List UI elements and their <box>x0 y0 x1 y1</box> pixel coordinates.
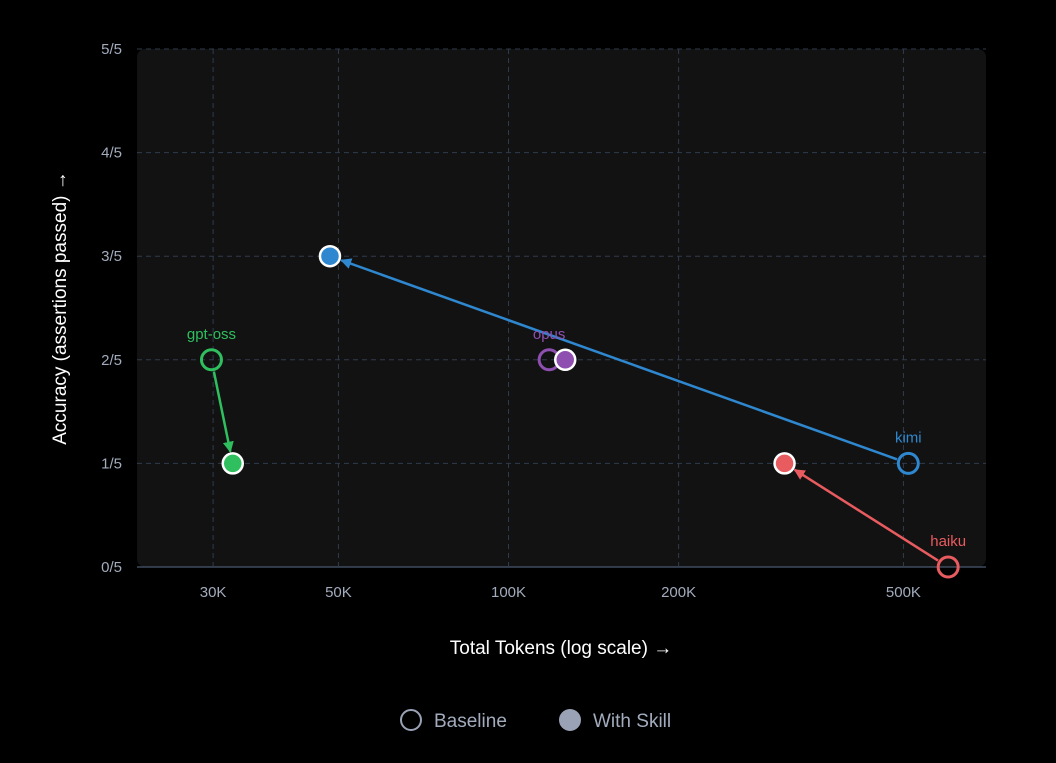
y-tick-label: 4/5 <box>101 145 122 162</box>
points <box>199 244 960 579</box>
legend: Baseline With Skill <box>400 709 671 732</box>
y-tick-label: 3/5 <box>101 248 122 265</box>
point-baseline-haiku <box>936 555 960 579</box>
y-tick-label: 2/5 <box>101 352 122 369</box>
arrow-gptoss <box>212 371 234 453</box>
x-tick-label: 30K <box>200 584 227 601</box>
point-label-kimi: kimi <box>895 429 922 446</box>
x-axis-title: Total Tokens (log scale) → <box>450 638 672 659</box>
x-tick-label: 200K <box>661 584 696 601</box>
point-label-opus: opus <box>533 326 566 343</box>
y-tick-label: 5/5 <box>101 41 122 58</box>
legend-baseline-label: Baseline <box>434 711 507 732</box>
y-axis-title: Accuracy (assertions passed) → <box>50 171 71 445</box>
plot-background <box>137 49 986 567</box>
arrow-kimi <box>340 258 898 461</box>
point-with-skill-gptoss <box>221 452 244 475</box>
point-with-skill-opus <box>553 348 577 372</box>
legend-with-skill-label: With Skill <box>593 711 671 732</box>
arrows <box>212 258 939 562</box>
point-with-skill-kimi <box>318 244 342 268</box>
arrow-haiku <box>793 468 939 562</box>
point-with-skill-haiku <box>773 452 796 475</box>
point-baseline-gptoss <box>199 348 223 372</box>
y-tick-label: 1/5 <box>101 455 122 472</box>
legend-with-skill-marker <box>559 709 581 731</box>
x-tick-label: 500K <box>886 584 921 601</box>
point-label-haiku: haiku <box>930 533 966 550</box>
point-label-gptoss: gpt-oss <box>187 326 236 343</box>
point-baseline-kimi <box>896 451 920 475</box>
y-tick-label: 0/5 <box>101 559 122 576</box>
x-tick-label: 100K <box>491 584 526 601</box>
axis-ticks: 0/5 1/5 2/5 3/5 4/5 5/5 30K 50K 100K 200K 500K <box>101 41 921 601</box>
x-tick-label: 50K <box>325 584 352 601</box>
legend-baseline-marker <box>400 709 422 731</box>
point-labels: gpt-oss kimi opus haiku <box>187 326 966 550</box>
